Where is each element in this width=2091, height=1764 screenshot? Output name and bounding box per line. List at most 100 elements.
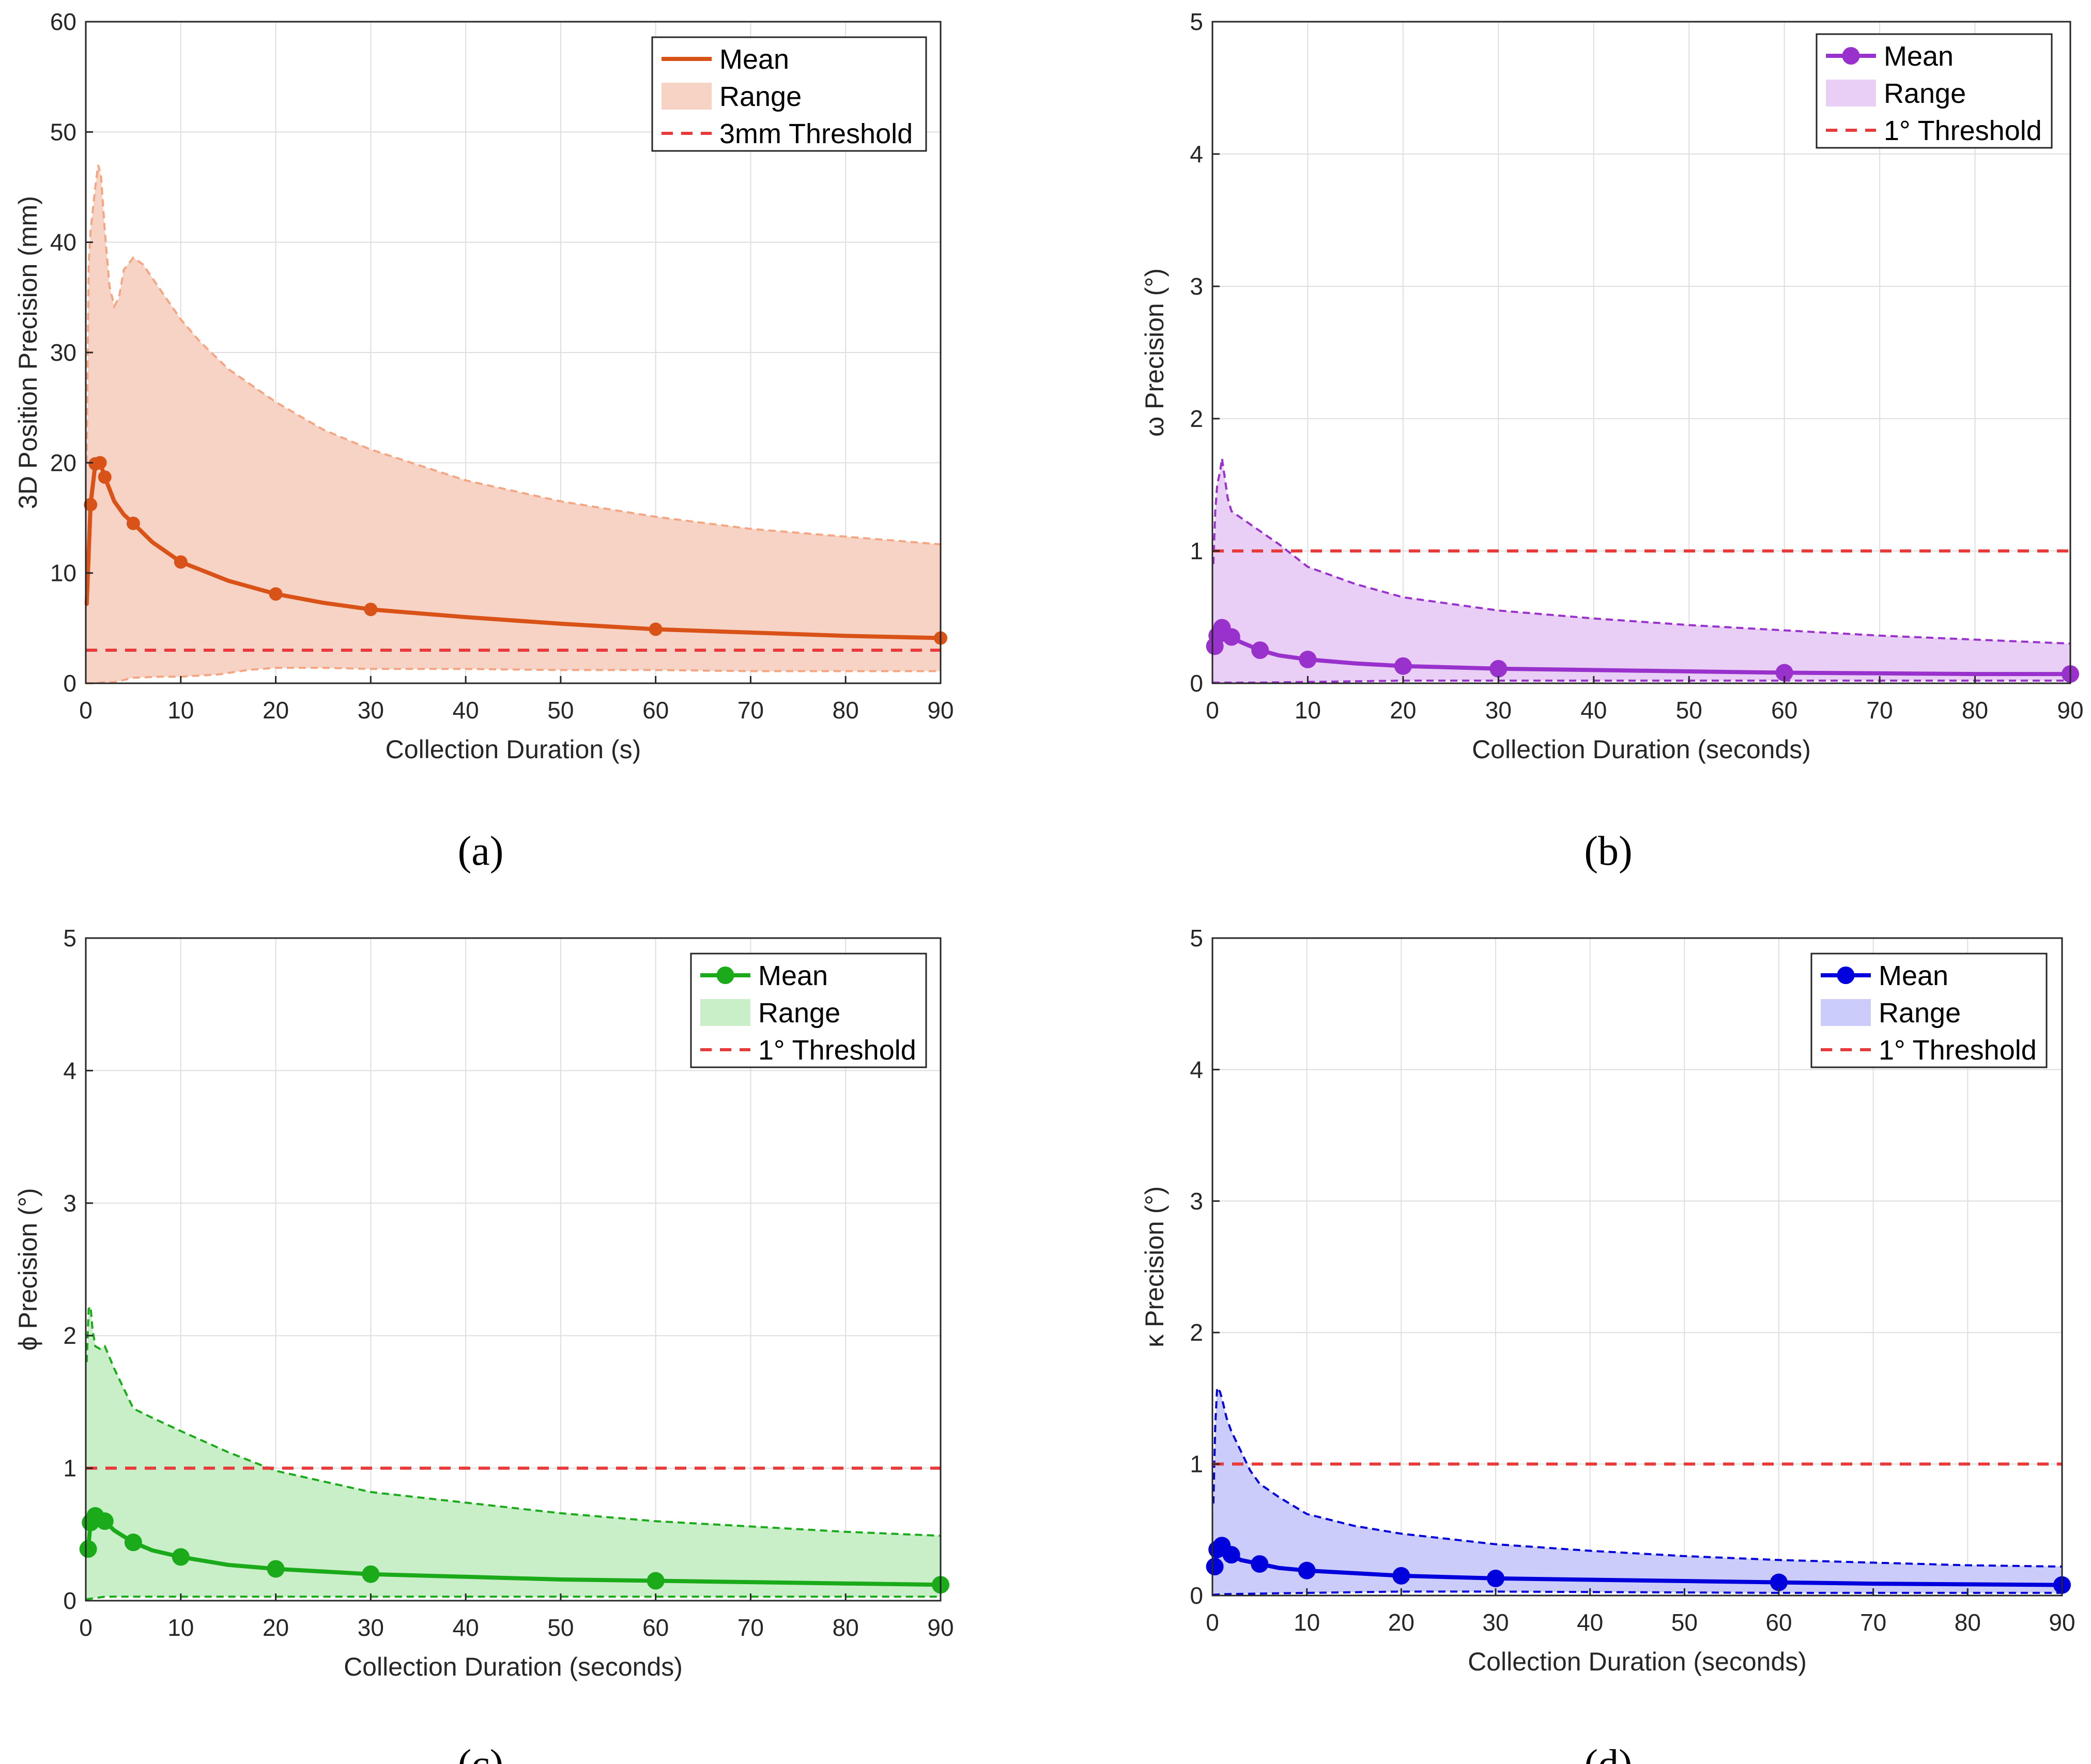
- mean-point: [1251, 1555, 1269, 1573]
- x-tick-label: 20: [263, 1614, 289, 1641]
- mean-point: [1770, 1573, 1788, 1591]
- y-tick-label: 3: [1190, 273, 1203, 300]
- y-tick-label: 4: [1190, 141, 1203, 167]
- x-tick-label: 50: [547, 697, 574, 724]
- range-band: [1212, 1388, 2062, 1595]
- legend: Mean Range 3mm Threshold: [651, 36, 927, 152]
- x-tick-label: 70: [737, 697, 764, 724]
- mean-point: [1489, 659, 1508, 678]
- mean-point: [267, 1560, 285, 1578]
- x-tick-label: 20: [1390, 697, 1416, 724]
- legend-label-range: Range: [758, 998, 840, 1029]
- legend: Mean Range 1° Threshold: [690, 953, 927, 1068]
- plot-frame: [1211, 21, 2071, 684]
- range-upper-bound: [1212, 1385, 2063, 1568]
- range-layer: [86, 165, 941, 683]
- range-bounds: [1212, 1385, 2063, 1596]
- range-layer: [1212, 458, 2070, 683]
- mean-layer: [1206, 1537, 2071, 1594]
- range-lower-bound: [1212, 1590, 2062, 1596]
- mean-point: [93, 456, 107, 470]
- y-tick-label: 3: [1190, 1188, 1203, 1215]
- mean-point: [647, 1572, 665, 1590]
- x-tick-label: 50: [1676, 697, 1702, 724]
- y-tick-label: 4: [1190, 1056, 1203, 1083]
- range-lower-bound: [86, 667, 941, 684]
- x-tick-label: 10: [1295, 697, 1321, 724]
- mean-point: [269, 587, 283, 601]
- mean-point: [172, 1548, 190, 1566]
- mean-point: [126, 516, 140, 530]
- legend-label-range: Range: [1879, 998, 1961, 1029]
- range-bounds: [85, 164, 941, 684]
- y-tick-label: 10: [50, 560, 76, 587]
- legend-range-swatch: [1821, 999, 1871, 1026]
- x-tick-label: 40: [453, 1614, 479, 1641]
- range-upper-bound: [85, 164, 941, 546]
- x-tick-label: 60: [642, 697, 669, 724]
- mean-point: [124, 1533, 142, 1552]
- legend-mean-marker: [716, 967, 734, 984]
- x-tick-label: 90: [2057, 697, 2083, 724]
- mean-point: [1251, 641, 1269, 659]
- x-tick-label: 80: [833, 697, 859, 724]
- y-tick-label: 20: [50, 449, 76, 476]
- legend-label-mean: Mean: [719, 44, 789, 75]
- x-tick-label: 20: [263, 697, 289, 724]
- x-tick-label: 60: [1765, 1609, 1792, 1636]
- y-tick-label: 2: [1190, 1319, 1203, 1346]
- mean-point: [1298, 1561, 1316, 1579]
- mean-point: [1394, 657, 1412, 675]
- mean-point: [1299, 650, 1317, 668]
- x-tick-label: 30: [1485, 697, 1512, 724]
- y-tick-label: 5: [1190, 8, 1203, 35]
- axes: [1211, 21, 2071, 684]
- x-tick-label: 70: [1860, 1609, 1886, 1636]
- legend: Mean Range 1° Threshold: [1816, 33, 2053, 149]
- legend-label-mean: Mean: [1879, 960, 1948, 991]
- axes: [85, 21, 942, 684]
- legend-label-threshold: 1° Threshold: [1879, 1035, 2037, 1066]
- x-tick-label: 30: [358, 697, 384, 724]
- range-bounds: [1212, 458, 2071, 684]
- panel-d: 0 10 20 30 40 50 60 70 80 90 0 1 2 3 4 5 Collection Dur…: [1140, 925, 2075, 1764]
- y-tick-label: 5: [1190, 925, 1203, 952]
- tick-labels: 0 10 20 30 40 50 60 70 80 90 0 1 2 3 4 5: [63, 925, 954, 1641]
- x-tick-label: 10: [1294, 1609, 1320, 1636]
- x-tick-label: 70: [1867, 697, 1893, 724]
- x-tick-label: 0: [1206, 1609, 1219, 1636]
- range-upper-bound: [85, 1303, 941, 1537]
- mean-point: [1392, 1567, 1410, 1585]
- range-band: [86, 165, 941, 683]
- x-axis-label: Collection Duration (seconds): [1472, 735, 1811, 764]
- legend: Mean Range 1° Threshold: [1810, 953, 2048, 1068]
- x-tick-label: 0: [79, 1614, 93, 1641]
- legend-range-swatch: [700, 999, 750, 1026]
- mean-point: [84, 498, 98, 512]
- y-tick-label: 3: [63, 1190, 76, 1217]
- x-tick-label: 80: [1955, 1609, 1981, 1636]
- y-tick-label: 2: [63, 1322, 76, 1349]
- mean-point: [1487, 1569, 1504, 1587]
- y-axis-label: 3D Position Precision (mm): [13, 196, 42, 509]
- y-tick-label: 0: [63, 670, 76, 697]
- legend-mean-marker: [1842, 47, 1860, 65]
- x-tick-label: 40: [453, 697, 479, 724]
- y-tick-label: 40: [50, 229, 76, 256]
- grid: [1212, 21, 2071, 684]
- x-tick-label: 70: [737, 1614, 764, 1641]
- mean-point: [1222, 1546, 1240, 1564]
- range-lower-bound: [1212, 679, 2070, 684]
- y-tick-label: 1: [63, 1455, 76, 1482]
- legend-mean-marker: [1837, 967, 1855, 984]
- x-tick-label: 10: [167, 1614, 194, 1641]
- x-axis-label: Collection Duration (seconds): [1468, 1647, 1807, 1676]
- mean-point: [96, 1512, 114, 1530]
- y-axis-label: κ Precision (°): [1140, 1186, 1169, 1347]
- mean-point: [1206, 1558, 1224, 1576]
- mean-layer: [84, 456, 947, 645]
- mean-point: [362, 1565, 380, 1583]
- mean-point: [79, 1540, 97, 1558]
- x-tick-label: 10: [167, 697, 194, 724]
